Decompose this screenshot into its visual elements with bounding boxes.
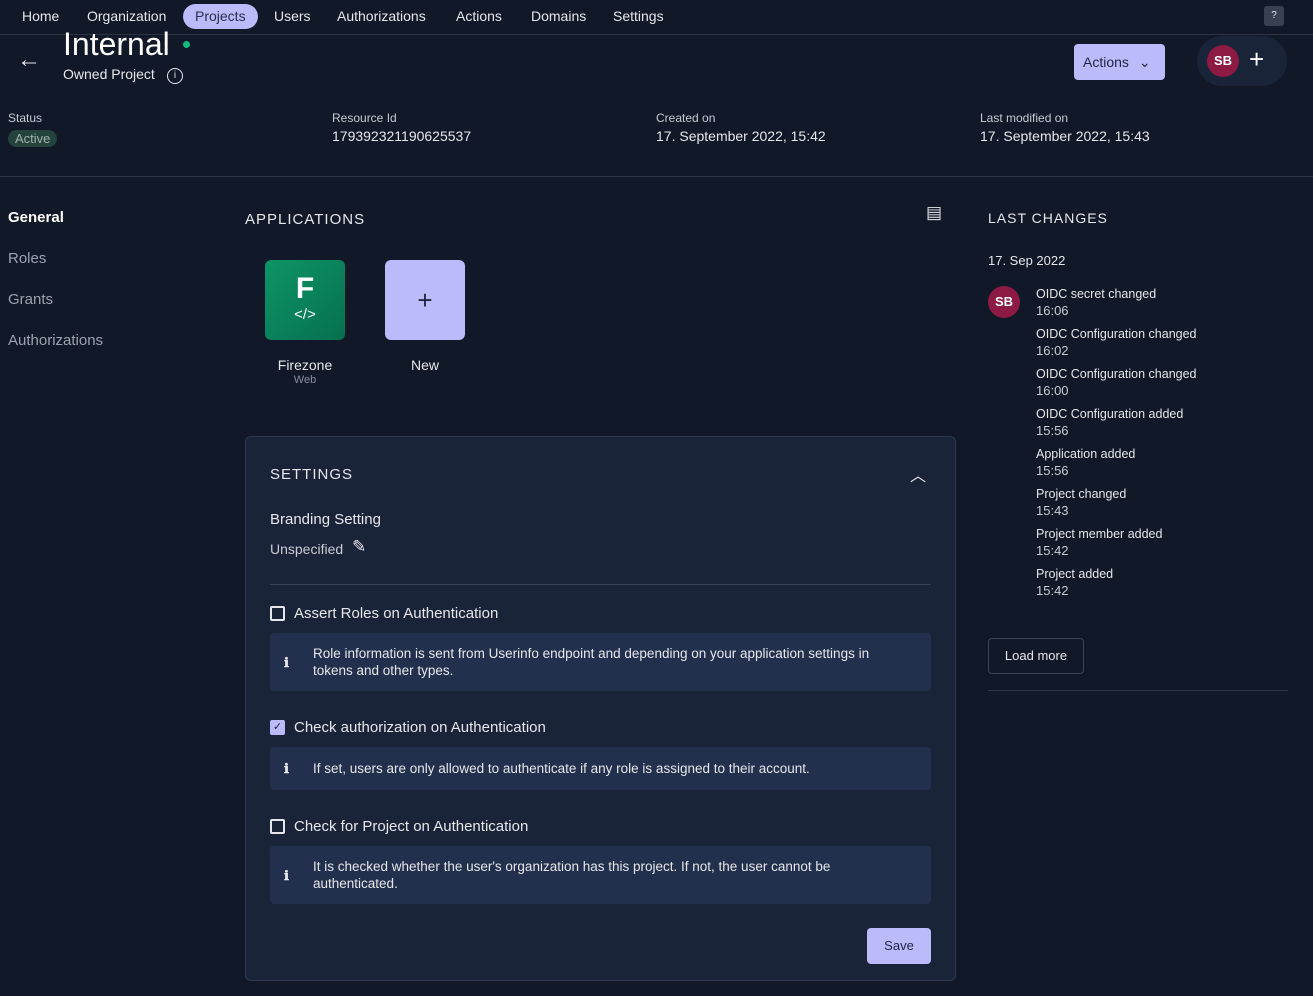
settings-divider xyxy=(270,584,931,585)
table-view-icon[interactable]: ▤ xyxy=(926,203,943,222)
changes-avatar: SB xyxy=(988,286,1020,318)
nav-projects[interactable]: Projects xyxy=(183,4,258,29)
nav-settings[interactable]: Settings xyxy=(613,8,664,24)
nav-domains[interactable]: Domains xyxy=(531,8,587,24)
collapse-chevron-icon[interactable]: ︿ xyxy=(910,468,927,485)
info-icon[interactable]: i xyxy=(167,68,183,84)
divider xyxy=(0,176,1313,177)
check-authorization-info: ℹ If set, users are only allowed to authe… xyxy=(270,747,931,790)
resource-id-value: 179392321190625537 xyxy=(332,128,472,144)
page-subtitle: Owned Project xyxy=(63,66,155,82)
active-status-dot xyxy=(183,41,190,48)
resource-id-label: Resource Id xyxy=(332,111,397,125)
chevron-down-icon: ⌄ xyxy=(1138,54,1151,70)
change-text: Project added xyxy=(1036,567,1114,581)
nav-organization[interactable]: Organization xyxy=(87,8,167,24)
change-text: Application added xyxy=(1036,447,1136,461)
applications-title: APPLICATIONS xyxy=(245,211,366,228)
code-icon: </> xyxy=(294,306,316,323)
nav-authorizations[interactable]: Authorizations xyxy=(337,8,426,24)
info-text: If set, users are only allowed to authen… xyxy=(313,761,810,776)
app-type: Web xyxy=(293,374,317,386)
info-icon: ℹ xyxy=(284,654,289,670)
members-pill[interactable]: SB + xyxy=(1197,36,1287,86)
info-text: Role information is sent from Userinfo e… xyxy=(313,646,870,678)
sidebar-item-grants[interactable]: Grants xyxy=(8,291,54,308)
change-time: 15:56 xyxy=(1036,463,1069,478)
load-more-button[interactable]: Load more xyxy=(988,638,1084,674)
change-text: OIDC Configuration changed xyxy=(1036,367,1197,381)
assert-roles-checkbox[interactable] xyxy=(270,606,285,621)
assert-roles-info: ℹ Role information is sent from Userinfo … xyxy=(270,633,931,691)
change-text: OIDC Configuration changed xyxy=(1036,327,1197,341)
info-icon: ℹ xyxy=(284,761,289,776)
change-time: 16:06 xyxy=(1036,303,1069,318)
actions-label: Actions xyxy=(1083,54,1129,70)
change-time: 16:02 xyxy=(1036,343,1069,358)
settings-title: SETTINGS xyxy=(270,466,354,483)
changes-divider xyxy=(988,690,1288,691)
modified-label: Last modified on xyxy=(980,111,1069,125)
check-project-info: ℹ It is checked whether the user's organi… xyxy=(270,846,931,904)
check-authorization-label: Check authorization on Authentication xyxy=(294,719,546,736)
change-time: 15:42 xyxy=(1036,583,1069,598)
change-time: 15:56 xyxy=(1036,423,1069,438)
changes-date: 17. Sep 2022 xyxy=(988,253,1066,268)
help-button[interactable]: ? xyxy=(1264,6,1284,26)
change-time: 15:43 xyxy=(1036,503,1069,518)
page-title: Internal xyxy=(63,26,170,62)
new-app-button[interactable]: + xyxy=(385,260,465,340)
nav-home[interactable]: Home xyxy=(22,8,60,24)
change-text: OIDC secret changed xyxy=(1036,287,1157,301)
back-arrow-icon[interactable]: ← xyxy=(17,46,41,73)
add-member-icon[interactable]: + xyxy=(1249,44,1265,74)
check-project-checkbox[interactable] xyxy=(270,819,285,834)
nav-users[interactable]: Users xyxy=(274,8,311,24)
change-text: OIDC Configuration added xyxy=(1036,407,1184,421)
info-icon: ℹ xyxy=(284,867,289,883)
modified-value: 17. September 2022, 15:43 xyxy=(980,128,1150,144)
nav-actions[interactable]: Actions xyxy=(456,8,502,24)
info-text: It is checked whether the user's organiz… xyxy=(313,859,831,891)
sidebar-item-roles[interactable]: Roles xyxy=(8,250,47,267)
created-label: Created on xyxy=(656,111,716,125)
sidebar-item-authorizations[interactable]: Authorizations xyxy=(8,332,104,349)
branding-label: Branding Setting xyxy=(270,511,381,528)
plus-icon: + xyxy=(417,285,433,315)
change-time: 16:00 xyxy=(1036,383,1069,398)
actions-button[interactable]: Actions ⌄ xyxy=(1074,44,1165,80)
sidebar-item-general[interactable]: General xyxy=(8,209,64,226)
new-app-label: New xyxy=(410,357,439,373)
status-label: Status xyxy=(8,111,43,125)
change-text: Project member added xyxy=(1036,527,1163,541)
status-badge: Active xyxy=(8,130,58,147)
last-changes-title: LAST CHANGES xyxy=(988,210,1108,226)
app-card-firezone[interactable]: F </> xyxy=(265,260,345,340)
top-nav: Home Organization Projects Users Authori… xyxy=(0,0,1313,35)
branding-value: Unspecified xyxy=(270,541,344,557)
assert-roles-label: Assert Roles on Authentication xyxy=(294,605,499,622)
change-time: 15:42 xyxy=(1036,543,1069,558)
avatar: SB xyxy=(1207,45,1239,77)
save-button[interactable]: Save xyxy=(867,928,931,964)
app-name: Firezone xyxy=(277,357,333,373)
app-letter: F xyxy=(295,272,315,305)
edit-pencil-icon[interactable]: ✎ xyxy=(352,537,367,556)
check-authorization-checkbox[interactable]: ✓ xyxy=(270,720,285,735)
check-project-label: Check for Project on Authentication xyxy=(294,818,529,835)
change-text: Project changed xyxy=(1036,487,1127,501)
created-value: 17. September 2022, 15:42 xyxy=(656,128,826,144)
